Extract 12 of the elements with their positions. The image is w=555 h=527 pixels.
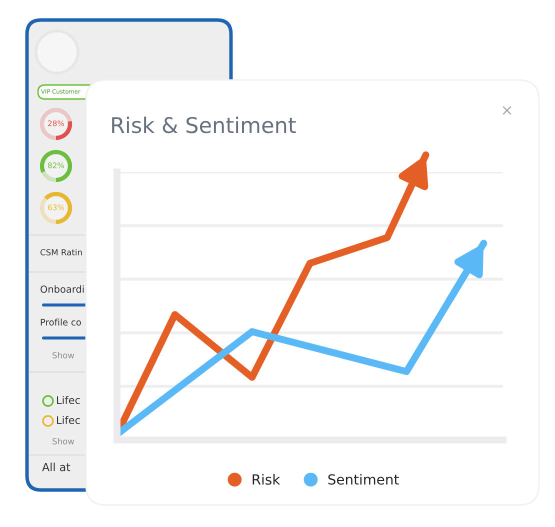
text: All at bbox=[42, 462, 70, 472]
text: Show bbox=[52, 352, 74, 358]
legend-label: Sentiment bbox=[328, 474, 399, 485]
text: Lifec bbox=[57, 396, 80, 404]
chart-title: Risk & Sentiment bbox=[112, 116, 296, 134]
text: Onboardi bbox=[40, 285, 84, 293]
legend-label: Risk bbox=[252, 474, 280, 485]
text: Profile co bbox=[40, 318, 81, 326]
text: Lifec bbox=[57, 416, 80, 424]
text: Show bbox=[52, 438, 74, 444]
text: CSM Ratin bbox=[40, 248, 82, 256]
text: × bbox=[502, 106, 512, 115]
